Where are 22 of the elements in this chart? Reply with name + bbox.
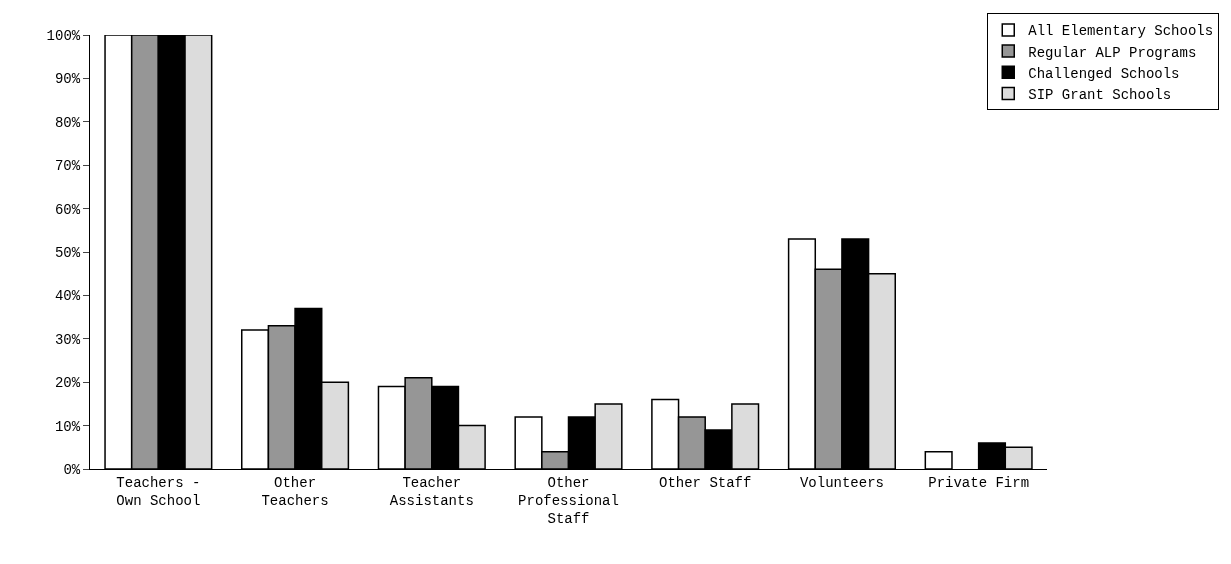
x-tick-label: Other Professional Staff <box>518 474 619 528</box>
x-tick-label: Teachers - Own School <box>116 474 201 509</box>
y-tick-label: 0% <box>63 461 81 478</box>
y-tick-label: 70% <box>54 158 81 175</box>
y-tick-label: 30% <box>54 331 81 348</box>
y-tick-label: 20% <box>54 375 81 392</box>
y-tick-label: 50% <box>54 244 81 261</box>
x-tick-label: Other Teachers <box>261 474 329 509</box>
y-tick-label: 90% <box>54 71 81 88</box>
y-tick-label: 60% <box>54 201 81 218</box>
y-tick-label: 40% <box>54 288 81 305</box>
x-tick-label: Private Firm <box>928 474 1030 491</box>
legend-label: SIP Grant Schools <box>1028 86 1172 103</box>
x-tick-label: Teacher Assistants <box>389 474 474 509</box>
x-tick-label: Volunteers <box>799 474 884 491</box>
y-tick-label: 80% <box>54 114 81 131</box>
x-tick-label: Other Staff <box>659 474 752 491</box>
legend-label: All Elementary Schools <box>1028 23 1214 40</box>
legend-label: Challenged Schools <box>1028 65 1180 82</box>
y-tick-label: 100% <box>46 27 81 44</box>
legend-label: Regular ALP Programs <box>1028 44 1197 61</box>
y-tick-label: 10% <box>54 418 81 435</box>
